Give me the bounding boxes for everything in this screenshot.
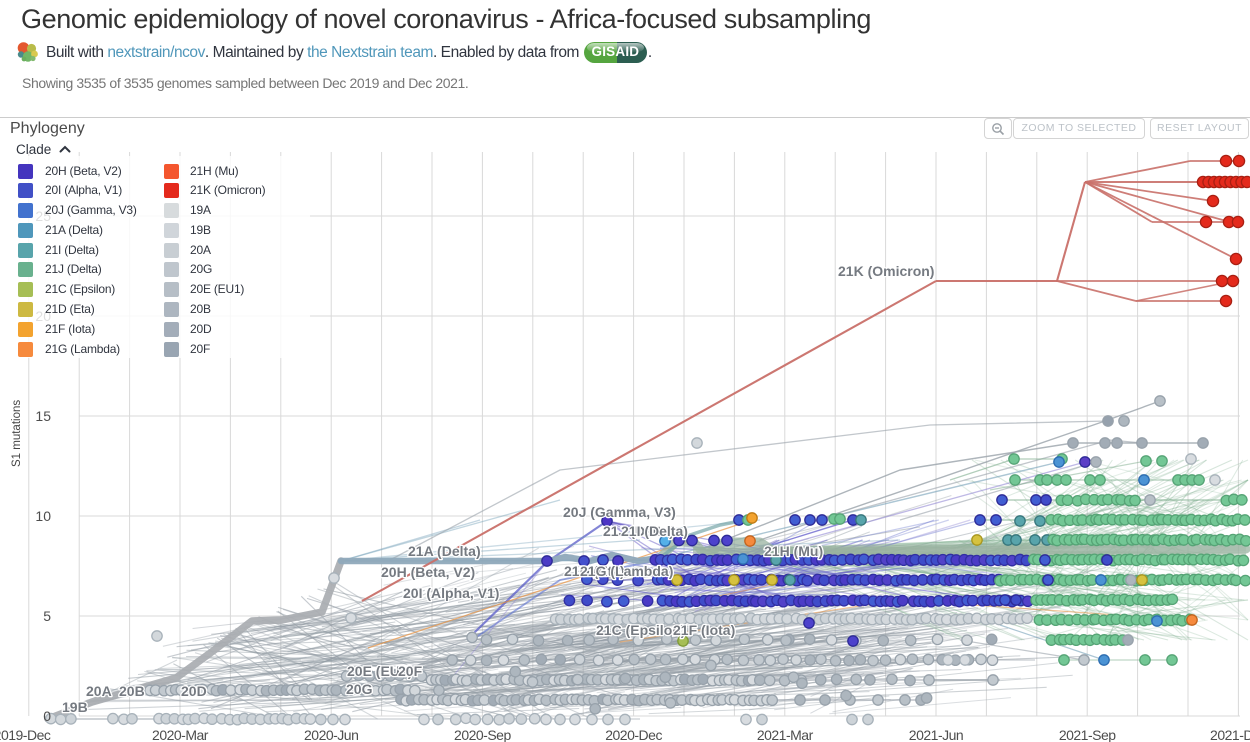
svg-text:2021-Mar: 2021-Mar xyxy=(757,727,814,742)
svg-text:2021-Sep: 2021-Sep xyxy=(1059,727,1116,742)
svg-text:15: 15 xyxy=(35,408,51,424)
svg-text:2019-Dec: 2019-Dec xyxy=(0,727,51,742)
svg-text:21F (Iota): 21F (Iota) xyxy=(673,622,735,638)
svg-text:21K (Omicron): 21K (Omicron) xyxy=(838,263,934,279)
svg-text:2021-Dec: 2021-Dec xyxy=(1210,727,1250,742)
svg-text:20I (Alpha, V1): 20I (Alpha, V1) xyxy=(403,585,499,601)
svg-text:20A: 20A xyxy=(86,683,112,699)
svg-text:21A (Delta): 21A (Delta) xyxy=(408,543,481,559)
svg-text:19B: 19B xyxy=(62,699,88,715)
svg-text:2020-Sep: 2020-Sep xyxy=(454,727,511,742)
svg-text:21G (Lambda): 21G (Lambda) xyxy=(580,563,673,579)
svg-text:2020-Dec: 2020-Dec xyxy=(605,727,662,742)
svg-text:20H (Beta, V2): 20H (Beta, V2) xyxy=(381,564,475,580)
svg-text:20G: 20G xyxy=(346,681,373,697)
svg-text:21J (Delta): 21J (Delta) xyxy=(603,523,674,539)
svg-text:20B: 20B xyxy=(119,683,145,699)
svg-text:21H (Mu): 21H (Mu) xyxy=(764,543,823,559)
svg-text:20E (EU1): 20E (EU1) xyxy=(347,663,412,679)
svg-text:20D: 20D xyxy=(181,683,207,699)
svg-text:2020-Jun: 2020-Jun xyxy=(304,727,358,742)
svg-text:2021-Jun: 2021-Jun xyxy=(909,727,963,742)
svg-text:20J (Gamma, V3): 20J (Gamma, V3) xyxy=(563,504,676,520)
svg-text:0: 0 xyxy=(43,708,51,724)
svg-text:21I (Delta): 21I (Delta) xyxy=(621,523,688,539)
svg-text:5: 5 xyxy=(43,608,51,624)
svg-text:10: 10 xyxy=(35,508,51,524)
svg-text:S1 mutations: S1 mutations xyxy=(11,400,23,467)
svg-text:20F: 20F xyxy=(398,663,423,679)
svg-text:21C (Epsilon): 21C (Epsilon) xyxy=(596,622,685,638)
svg-text:2020-Mar: 2020-Mar xyxy=(152,727,209,742)
svg-text:21D (Eta): 21D (Eta) xyxy=(564,563,625,579)
